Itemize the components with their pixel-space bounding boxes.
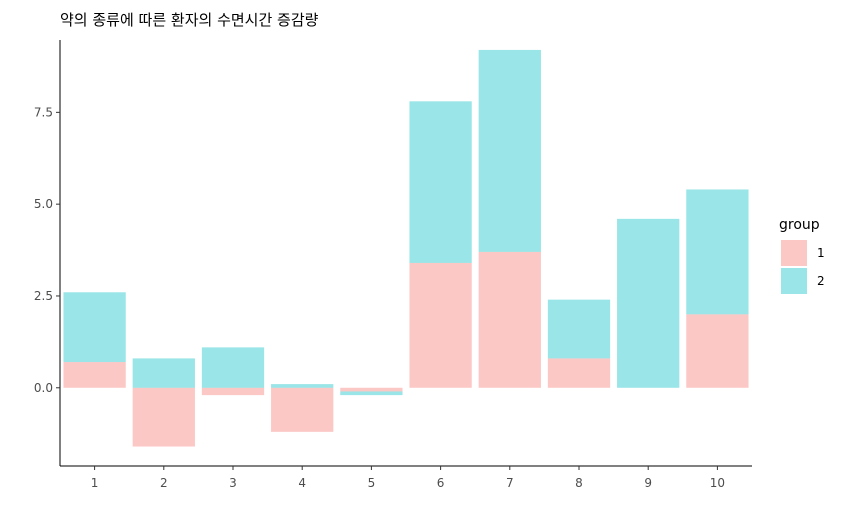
x-tick-label: 5 (368, 476, 376, 490)
chart-title: 약의 종류에 따른 환자의 수면시간 증감량 (60, 11, 319, 29)
x-tick-label: 3 (229, 476, 237, 490)
legend-label-group-1: 1 (817, 246, 825, 260)
y-tick-label: 0.0 (34, 381, 53, 395)
legend-key-background (780, 267, 808, 295)
y-tick-label: 5.0 (34, 197, 53, 211)
bar-cat-10-group-2 (686, 189, 749, 315)
legend: group 12 (779, 217, 825, 295)
y-tick-label: 7.5 (34, 105, 53, 119)
legend-key-background (780, 239, 808, 267)
bar-cat-6-group-1 (409, 262, 472, 388)
bar-cat-7-group-1 (478, 251, 541, 388)
bars-layer (63, 49, 749, 447)
legend-swatch-group-1 (781, 240, 807, 266)
y-tick-label: 2.5 (34, 289, 53, 303)
bar-cat-3-group-1 (201, 387, 265, 396)
bar-cat-2-group-2 (132, 358, 195, 388)
bar-cat-4-group-2 (271, 384, 334, 388)
bar-cat-8-group-2 (547, 299, 611, 359)
x-tick-label: 8 (575, 476, 583, 490)
x-tick-label: 7 (506, 476, 514, 490)
x-tick-label: 4 (298, 476, 306, 490)
bar-cat-6-group-2 (409, 101, 472, 263)
x-tick-label: 9 (644, 476, 652, 490)
bar-cat-9-group-2 (617, 218, 680, 388)
bar-cat-3-group-2 (201, 347, 265, 388)
bar-cat-7-group-2 (478, 49, 541, 252)
x-axis-ticks: 1 2 3 4 5 6 7 8 9 10 (91, 466, 725, 490)
bar-cat-8-group-1 (547, 358, 611, 388)
y-axis-ticks: 0.0 2.5 5.0 7.5 (34, 105, 60, 395)
bar-cat-10-group-1 (686, 314, 749, 388)
bar-cat-4-group-1 (271, 387, 334, 432)
legend-swatch-group-2 (781, 268, 807, 294)
x-tick-label: 6 (437, 476, 445, 490)
bar-cat-1-group-2 (63, 292, 126, 363)
legend-label-group-2: 2 (817, 274, 825, 288)
x-tick-label: 1 (91, 476, 99, 490)
x-tick-label: 2 (160, 476, 168, 490)
legend-entries: 12 (780, 239, 825, 295)
bar-cat-2-group-1 (132, 387, 195, 447)
bar-cat-1-group-1 (63, 362, 126, 388)
legend-title: group (779, 217, 820, 233)
bar-cat-5-group-1 (340, 387, 403, 392)
x-tick-label: 10 (710, 476, 725, 490)
bar-cat-5-group-2 (340, 391, 403, 396)
